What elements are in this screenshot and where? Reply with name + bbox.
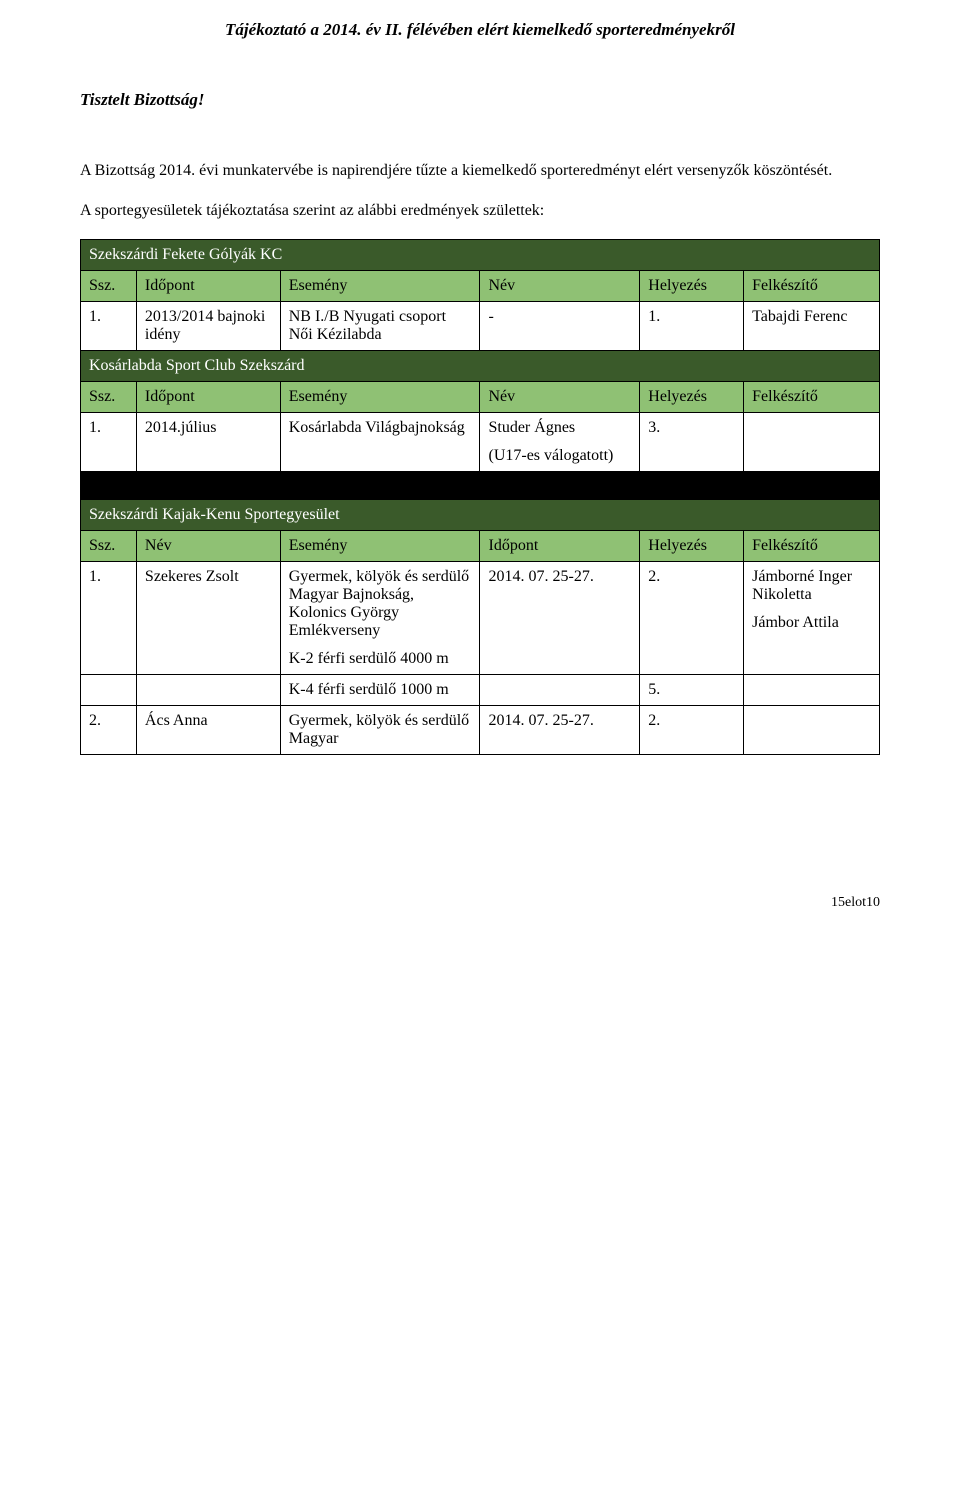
cell-ssz: 1. (81, 302, 137, 351)
cell-idopont (480, 675, 640, 706)
col-header-esemeny: Esemény (280, 382, 480, 413)
column-header-row: Ssz. Név Esemény Időpont Helyezés Felkés… (81, 531, 880, 562)
cell-esemeny-line1: Gyermek, kölyök és serdülő Magyar Bajnok… (289, 568, 472, 640)
col-header-nev: Név (136, 531, 280, 562)
cell-felkeszito (744, 413, 880, 472)
cell-esemeny: K-4 férfi serdülő 1000 m (280, 675, 480, 706)
col-header-ssz: Ssz. (81, 531, 137, 562)
cell-esemeny-line2: K-2 férfi serdülő 4000 m (289, 650, 472, 668)
cell-ssz (81, 675, 137, 706)
table-row: 1. 2014.július Kosárlabda Világbajnokság… (81, 413, 880, 472)
col-header-esemeny: Esemény (280, 271, 480, 302)
cell-ssz: 1. (81, 562, 137, 675)
cell-helyezes: 1. (640, 302, 744, 351)
cell-idopont: 2014. 07. 25-27. (480, 706, 640, 755)
column-header-row: Ssz. Időpont Esemény Név Helyezés Felkés… (81, 382, 880, 413)
col-header-idopont: Időpont (136, 271, 280, 302)
cell-ssz: 1. (81, 413, 137, 472)
cell-nev: Ács Anna (136, 706, 280, 755)
col-header-felkeszito: Felkészítő (744, 531, 880, 562)
cell-nev-line1: Studer Ágnes (488, 419, 631, 437)
cell-esemeny: Kosárlabda Világbajnokság (280, 413, 480, 472)
page-footer: 15elot10 (80, 895, 880, 911)
cell-idopont: 2014.július (136, 413, 280, 472)
cell-idopont: 2013/2014 bajnoki idény (136, 302, 280, 351)
section-header: Szekszárdi Fekete Gólyák KC (81, 240, 880, 271)
page-title: Tájékoztató a 2014. év II. félévében elé… (80, 20, 880, 40)
col-header-felkeszito: Felkészítő (744, 382, 880, 413)
section-title: Szekszárdi Kajak-Kenu Sportegyesület (81, 500, 880, 531)
col-header-helyezes: Helyezés (640, 271, 744, 302)
col-header-ssz: Ssz. (81, 382, 137, 413)
intro-paragraph-1: A Bizottság 2014. évi munkatervébe is na… (80, 160, 880, 182)
cell-idopont: 2014. 07. 25-27. (480, 562, 640, 675)
cell-felkeszito: Tabajdi Ferenc (744, 302, 880, 351)
cell-helyezes: 2. (640, 706, 744, 755)
cell-helyezes: 5. (640, 675, 744, 706)
cell-felkeszito (744, 706, 880, 755)
black-divider-row (81, 472, 880, 500)
section-header: Kosárlabda Sport Club Szekszárd (81, 351, 880, 382)
col-header-ssz: Ssz. (81, 271, 137, 302)
cell-nev-line2: (U17-es válogatott) (488, 447, 631, 465)
cell-esemeny: Gyermek, kölyök és serdülő Magyar (280, 706, 480, 755)
col-header-idopont: Időpont (136, 382, 280, 413)
cell-helyezes: 2. (640, 562, 744, 675)
section-header: Szekszárdi Kajak-Kenu Sportegyesület (81, 500, 880, 531)
col-header-felkeszito: Felkészítő (744, 271, 880, 302)
section-title: Kosárlabda Sport Club Szekszárd (81, 351, 880, 382)
table-row: 2. Ács Anna Gyermek, kölyök és serdülő M… (81, 706, 880, 755)
col-header-esemeny: Esemény (280, 531, 480, 562)
salutation: Tisztelt Bizottság! (80, 90, 880, 110)
cell-felk-line2: Jámbor Attila (752, 614, 871, 632)
cell-helyezes: 3. (640, 413, 744, 472)
column-header-row: Ssz. Időpont Esemény Név Helyezés Felkés… (81, 271, 880, 302)
col-header-helyezes: Helyezés (640, 531, 744, 562)
col-header-nev: Név (480, 382, 640, 413)
cell-esemeny: NB I./B Nyugati csoport Női Kézilabda (280, 302, 480, 351)
cell-ssz: 2. (81, 706, 137, 755)
cell-nev: - (480, 302, 640, 351)
table-row: 1. 2013/2014 bajnoki idény NB I./B Nyuga… (81, 302, 880, 351)
cell-felk-line1: Jámborné Inger Nikoletta (752, 568, 871, 604)
table-row: K-4 férfi serdülő 1000 m 5. (81, 675, 880, 706)
col-header-helyezes: Helyezés (640, 382, 744, 413)
cell-nev: Szekeres Zsolt (136, 562, 280, 675)
cell-nev: Studer Ágnes (U17-es válogatott) (480, 413, 640, 472)
col-header-nev: Név (480, 271, 640, 302)
table-row: 1. Szekeres Zsolt Gyermek, kölyök és ser… (81, 562, 880, 675)
cell-felkeszito: Jámborné Inger Nikoletta Jámbor Attila (744, 562, 880, 675)
cell-nev (136, 675, 280, 706)
results-table: Szekszárdi Fekete Gólyák KC Ssz. Időpont… (80, 239, 880, 755)
cell-esemeny: Gyermek, kölyök és serdülő Magyar Bajnok… (280, 562, 480, 675)
col-header-idopont: Időpont (480, 531, 640, 562)
cell-felkeszito (744, 675, 880, 706)
intro-paragraph-2: A sportegyesületek tájékoztatása szerint… (80, 200, 880, 222)
section-title: Szekszárdi Fekete Gólyák KC (81, 240, 880, 271)
